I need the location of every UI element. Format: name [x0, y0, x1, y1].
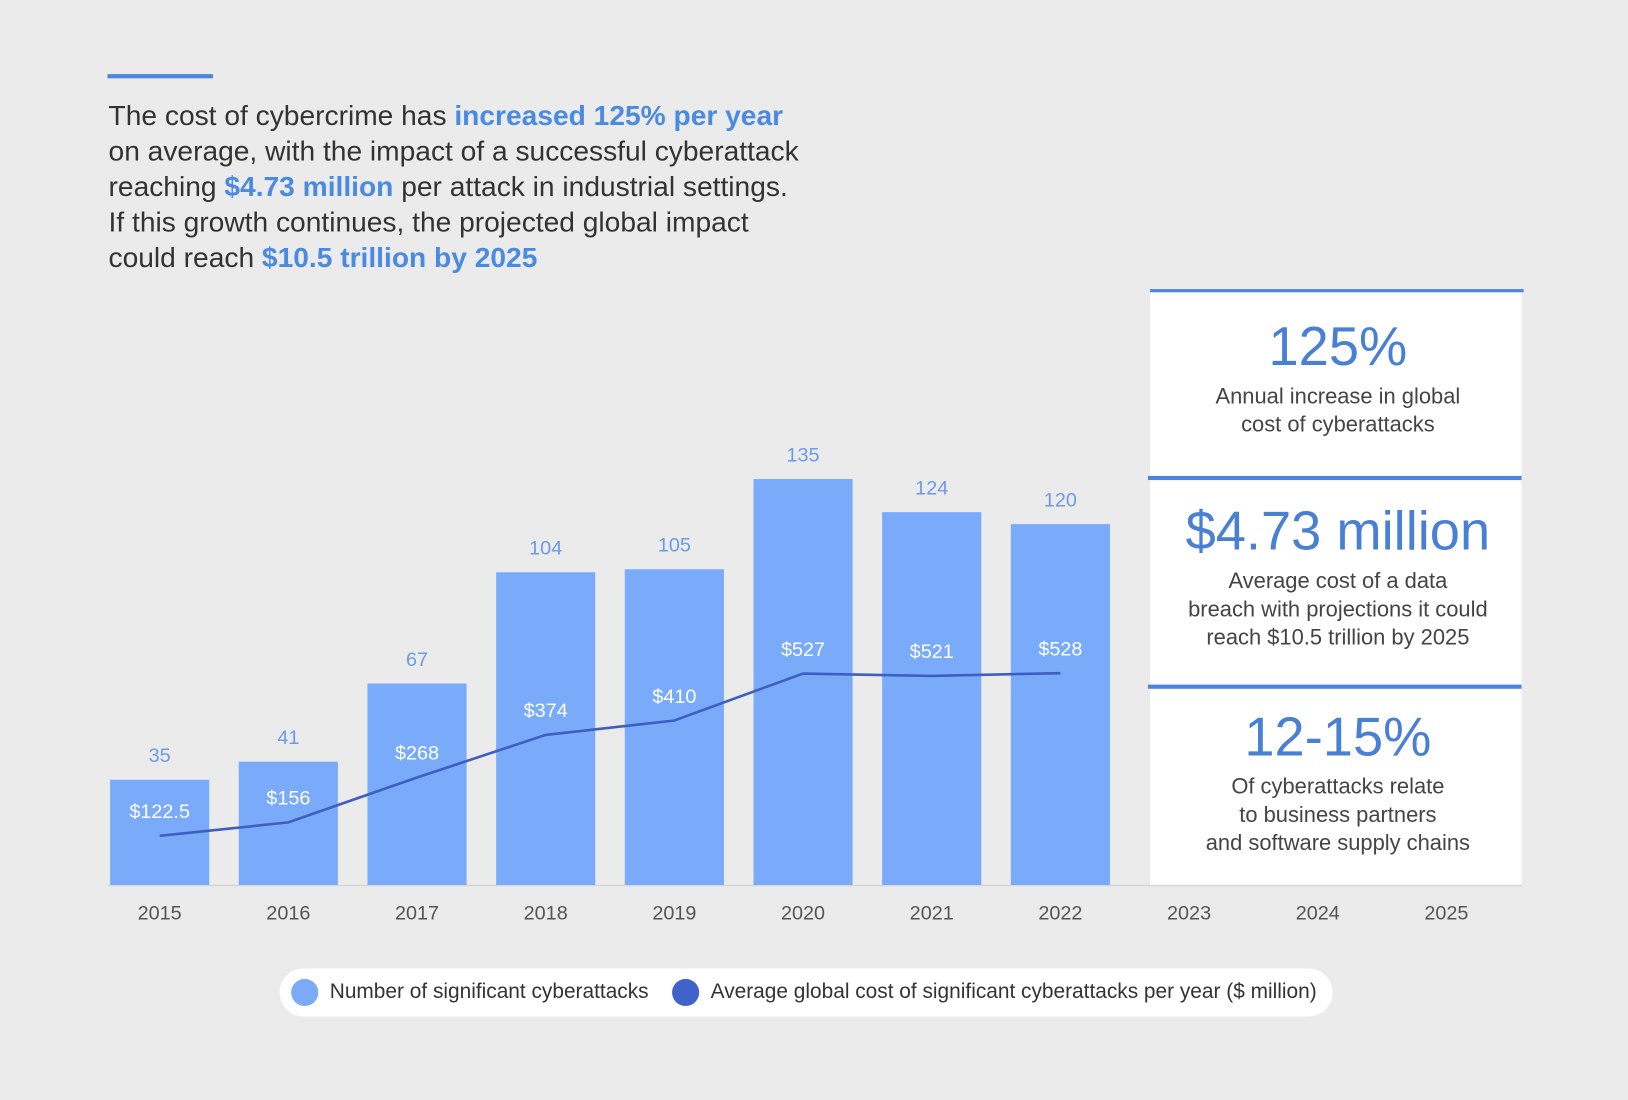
stat-divider [1147, 475, 1522, 481]
headline-text: If this growth continues, the projected … [109, 206, 749, 238]
stat-description: and software supply chains [1206, 830, 1470, 855]
line-value-label: $528 [1038, 638, 1082, 660]
legend-label: Average global cost of significant cyber… [711, 980, 1317, 1003]
bar [882, 512, 982, 885]
bar [1010, 524, 1110, 885]
bar-value-label: 104 [529, 538, 562, 560]
line-value-label: $122.5 [129, 801, 190, 823]
headline-line: on average, with the impact of a success… [109, 135, 800, 167]
headline-text: on average, with the impact of a success… [109, 135, 800, 167]
bar-value-label: 35 [149, 745, 171, 767]
line-value-label: $156 [266, 788, 310, 810]
stat-description: to business partners [1239, 802, 1436, 827]
headline-text: reaching [109, 170, 225, 202]
line-value-label: $527 [781, 639, 825, 661]
bar-value-label: 41 [277, 727, 299, 749]
bar [753, 479, 853, 885]
stat-value: 12-15% [1244, 707, 1431, 767]
bar-value-label: 135 [787, 444, 820, 466]
line-value-label: $268 [395, 743, 439, 765]
headline-text: per attack in industrial settings. [393, 170, 787, 202]
x-tick-label: 2015 [138, 902, 182, 924]
stat-description: reach $10.5 trillion by 2025 [1206, 624, 1469, 649]
bar [496, 572, 596, 885]
headline-line: If this growth continues, the projected … [109, 206, 749, 238]
stat-description: Annual increase in global [1215, 383, 1460, 408]
x-tick-label: 2024 [1296, 902, 1340, 924]
bar-value-label: 124 [915, 477, 948, 499]
legend-swatch [291, 978, 319, 1007]
stat-value: $4.73 million [1186, 502, 1491, 562]
legend-swatch [672, 978, 700, 1007]
headline-highlight: increased 125% per year [454, 99, 783, 131]
stat-divider [1150, 289, 1524, 293]
x-tick-label: 2016 [266, 902, 310, 924]
x-tick-label: 2022 [1038, 902, 1082, 924]
x-tick-label: 2025 [1424, 902, 1468, 924]
line-value-label: $521 [910, 641, 954, 663]
stat-description: breach with projections it could [1188, 596, 1488, 621]
bar [624, 569, 724, 885]
stat-description: Of cyberattacks relate [1231, 774, 1444, 799]
headline-line: reaching $4.73 million per attack in ind… [109, 170, 788, 202]
x-tick-label: 2021 [910, 902, 954, 924]
bar-value-label: 105 [658, 535, 691, 557]
headline-highlight: $10.5 trillion by 2025 [262, 241, 537, 273]
legend-label: Number of significant cyberattacks [330, 980, 649, 1003]
stat-description: Average cost of a data [1228, 568, 1448, 593]
bar-value-label: 120 [1044, 489, 1077, 511]
headline-line: The cost of cybercrime has increased 125… [109, 99, 784, 131]
stat-divider [1147, 684, 1522, 689]
x-tick-label: 2019 [652, 902, 696, 924]
bar [367, 683, 467, 885]
line-value-label: $410 [652, 686, 696, 708]
x-tick-label: 2017 [395, 902, 439, 924]
stat-description: cost of cyberattacks [1241, 412, 1435, 437]
line-value-label: $374 [524, 700, 568, 722]
stats-panel [1150, 292, 1522, 885]
cost-line [159, 671, 1061, 838]
legend-box [279, 968, 1333, 1017]
x-tick-label: 2020 [781, 902, 825, 924]
x-tick-label: 2018 [524, 902, 568, 924]
bar-value-label: 67 [406, 649, 428, 671]
headline-text: could reach [109, 241, 262, 273]
headline-highlight: $4.73 million [224, 170, 393, 202]
x-tick-label: 2023 [1167, 902, 1211, 924]
stat-value: 125% [1268, 317, 1407, 377]
accent-bar [107, 74, 213, 79]
headline-line: could reach $10.5 trillion by 2025 [109, 241, 538, 273]
headline-text: The cost of cybercrime has [109, 99, 455, 131]
